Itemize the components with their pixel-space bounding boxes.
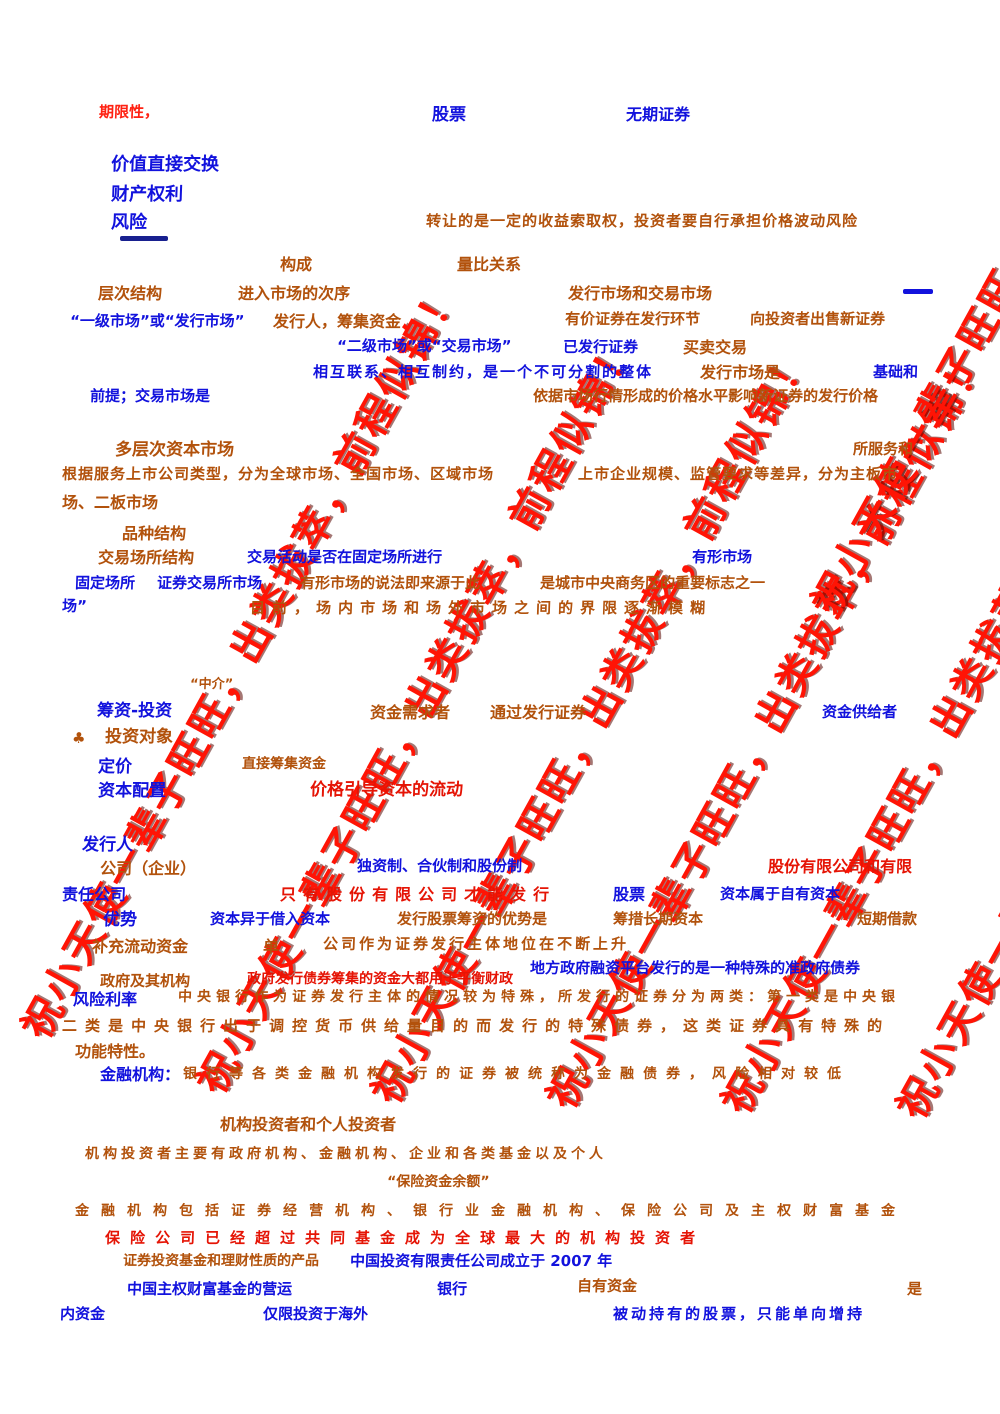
note-text-run: 上市企业规模、监管要求等差异，分为主板市 (577, 465, 899, 483)
note-text-run: 政府及其机构 (99, 972, 191, 990)
note-text-run: 仅限投资于海外 (262, 1305, 369, 1323)
note-text-run: “一级市场”或“发行市场” (69, 312, 245, 330)
note-text-run: 是城市中央商务区的重要标志之一 (539, 574, 766, 592)
note-text-run: 多层次资本市场 (114, 440, 235, 460)
note-text-run: 无期证券 (625, 105, 691, 124)
note-text-run: 筹资-投资 (96, 701, 173, 721)
note-text-run: 直接筹集资金 (241, 756, 327, 772)
note-text-run: 机构投资者和个人投资者 (219, 1115, 397, 1134)
note-text-run: 地方政府融资平台发行的是一种特殊的准政府债券 (529, 959, 861, 977)
note-text-run: 根据服务上市公司类型，分为全球市场、全国市场、区域市场 (61, 465, 495, 483)
note-text-run: 内资金 (59, 1305, 106, 1323)
note-text-run: 有形市场的说法即来源于此 (299, 574, 481, 592)
note-text-run: 量比关系 (456, 255, 522, 274)
ink-underline (903, 289, 933, 294)
note-text-run: 买卖交易 (682, 338, 748, 357)
note-text-run: 资金需求者 (369, 703, 451, 722)
note-text-run: 构成 (279, 255, 313, 274)
note-text-run: 场” (61, 597, 88, 615)
note-text-run: 资本属于自有资本 (719, 885, 841, 903)
note-text-run: 功能特性。 (74, 1042, 156, 1061)
note-text-run: 品种结构 (121, 524, 187, 543)
note-text-run: 目前，场内市场和场外市场之间的界限逐渐模糊 (249, 599, 713, 617)
note-text-run: 交易场所结构 (97, 548, 195, 567)
note-text-run: 金融机构包括证券经营机构、银行业金融机构、保险公司及主权财富基金 (74, 1203, 908, 1219)
note-text-run: 发行市场是 (699, 363, 781, 382)
note-text-run: 筹措长期资本 (612, 910, 704, 928)
note-text-run: 固定场所 (74, 574, 136, 592)
note-text-run: 期限性， (98, 103, 160, 121)
note-text-run: 转让的是一定的收益索取权，投资者要自行承担价格波动风险 (425, 212, 859, 230)
note-text-run: 银行 (436, 1280, 468, 1298)
note-text-run: 进入市场的次序 (237, 284, 351, 303)
note-text-run: 发行市场和交易市场 (567, 284, 713, 303)
note-text-run: 自有资金 (576, 1277, 638, 1295)
note-text-run: 中央银行作为证券发行主体的情况较为特殊，所发行的证券分为两类：第一类是中央银 (177, 989, 901, 1005)
note-text-run: 基础和 (872, 363, 919, 381)
note-text-run: 资本配置 (97, 781, 167, 801)
note-text-run: 中国主权财富基金的营运 (126, 1280, 293, 1298)
note-text-run: 金融机构： (99, 1065, 181, 1084)
note-text-run: “二级市场”或“交易市场” (336, 337, 512, 355)
note-text-run: 被动持有的股票，只能单向增持 (612, 1305, 866, 1323)
note-text-run: 风险利率 (72, 990, 138, 1009)
note-text-run: “保险资金余额” (386, 1174, 490, 1190)
ink-underline (120, 236, 168, 241)
note-text-run: 交易活动是否在固定场所进行 (246, 548, 443, 566)
note-text-run: 是 (906, 1280, 923, 1298)
note-text-run: 相互联系、相互制约，是一个不可分割的整体 (312, 363, 654, 381)
note-text-run: 发行人，筹集资金 (272, 312, 402, 331)
note-text-run: 银行等各类金融机构发行的证券被统称为金融债券，风险相对较低 (182, 1066, 851, 1082)
note-text-run: 已发行证券 (562, 338, 639, 356)
note-text-run: 中国投资有限责任公司成立于 2007 年 (349, 1252, 613, 1270)
note-text-run: 单 (262, 937, 280, 956)
note-text-run: 财产权利 (110, 184, 184, 205)
note-text-run: ♣ (71, 729, 86, 747)
note-text-run: 所服务和 (852, 440, 914, 458)
note-text-run: 前提；交易市场是 (89, 387, 211, 405)
note-text-run: 股份有限公司和有限 (767, 857, 913, 876)
note-text-run: 有价证券在发行环节 (564, 310, 701, 328)
note-text-run: 场、二板市场 (61, 493, 159, 512)
note-text-run: 二类是中央银行出于调控货币供给量目的而发行的特殊债券，这类证券具有特殊的 (61, 1017, 891, 1035)
note-text-run: 发行股票筹资的优势是 (396, 910, 548, 928)
note-text-run: 向投资者出售新证券 (749, 310, 886, 328)
note-text-run: 价值直接交换 (110, 154, 220, 175)
note-text-run: 资金供给者 (821, 703, 898, 721)
note-text-run: 风险 (110, 212, 148, 233)
note-text-run: 公司（企业） (99, 859, 197, 878)
note-text-run: 责任公司 (61, 885, 127, 904)
note-text-run: 独资制、合伙制和股份制 (356, 857, 523, 875)
note-text-run: 定价 (97, 757, 133, 777)
note-text-run: 补充流动资金 (91, 937, 189, 956)
note-text-run: 股票 (612, 885, 646, 904)
note-text-run: 价格引导资本的流动 (309, 780, 464, 800)
note-text-run: 资本异于借入资本 (209, 910, 331, 928)
note-text-run: 投资对象 (104, 727, 174, 747)
note-text-run: 有形市场 (691, 548, 753, 566)
note-text-run: 层次结构 (97, 284, 163, 303)
note-text-run: 证券投资基金和理财性质的产品 (122, 1253, 320, 1269)
note-text-run: 优势 (102, 910, 138, 930)
note-text-run: 短期借款 (856, 910, 918, 928)
note-text-run: 发行人 (81, 835, 134, 855)
note-text-run: 机构投资者主要有政府机构、金融机构、企业和各类基金以及个人 (84, 1146, 608, 1162)
note-text-run: 依据市场行情形成的价格水平影响新证券的发行价格 (532, 387, 879, 405)
note-text-run: 保险公司已经超过共同基金成为全球最大的机构投资者 (104, 1229, 706, 1247)
note-text-run: 政府发行债券筹集的资金大都用于平衡财政 (246, 971, 514, 987)
note-text-run: 通过发行证券 (489, 703, 587, 722)
note-text-run: 股票 (431, 105, 467, 125)
note-text-run: 只有股份有限公司才能发行 (279, 885, 557, 904)
note-text-run: “中介” (189, 677, 234, 692)
note-text-run: 公司作为证券发行主体地位在不断上升 (322, 935, 630, 953)
note-text-run: 证券交易所市场 (156, 574, 263, 592)
